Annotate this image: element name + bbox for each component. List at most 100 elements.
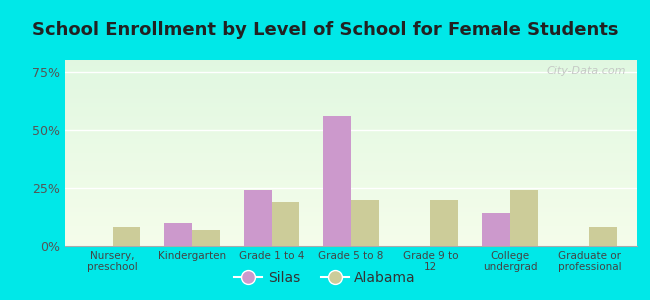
Bar	[65, 238, 637, 239]
Bar	[65, 181, 637, 182]
Bar	[65, 80, 637, 81]
Bar	[65, 146, 637, 147]
Bar	[65, 218, 637, 219]
Bar	[65, 85, 637, 86]
Bar	[65, 241, 637, 242]
Bar	[65, 62, 637, 63]
Bar	[65, 194, 637, 195]
Bar	[65, 160, 637, 161]
Bar	[65, 117, 637, 118]
Bar	[65, 139, 637, 140]
Bar	[65, 99, 637, 100]
Bar	[65, 70, 637, 71]
Bar	[65, 112, 637, 113]
Bar	[65, 189, 637, 190]
Bar	[65, 238, 637, 239]
Bar	[65, 141, 637, 142]
Bar	[65, 61, 637, 62]
Bar	[65, 219, 637, 220]
Bar	[65, 166, 637, 167]
Bar	[65, 159, 637, 160]
Bar	[65, 116, 637, 117]
Bar	[65, 169, 637, 170]
Bar	[65, 64, 637, 66]
Bar	[65, 122, 637, 123]
Bar	[65, 215, 637, 216]
Bar	[65, 137, 637, 138]
Bar	[65, 156, 637, 157]
Bar	[65, 78, 637, 79]
Bar	[65, 144, 637, 145]
Bar	[65, 97, 637, 98]
Bar	[65, 138, 637, 139]
Bar	[65, 66, 637, 67]
Bar	[65, 135, 637, 136]
Bar	[65, 84, 637, 85]
Bar	[65, 202, 637, 203]
Bar	[65, 126, 637, 127]
Bar	[65, 133, 637, 134]
Bar	[65, 239, 637, 240]
Bar	[65, 134, 637, 135]
Bar	[65, 148, 637, 149]
Bar	[65, 235, 637, 236]
Bar	[65, 232, 637, 233]
Bar	[65, 104, 637, 105]
Bar	[65, 118, 637, 119]
Bar	[192, 230, 220, 246]
Text: City-Data.com: City-Data.com	[546, 66, 625, 76]
Bar	[65, 206, 637, 207]
Bar	[65, 103, 637, 104]
Bar	[65, 221, 637, 222]
Bar	[65, 178, 637, 179]
Bar	[65, 231, 637, 232]
Bar	[65, 110, 637, 111]
Bar	[65, 92, 637, 94]
Bar	[65, 225, 637, 226]
Bar	[65, 240, 637, 241]
Bar	[65, 243, 637, 244]
Bar	[65, 72, 637, 73]
Bar	[65, 128, 637, 129]
Bar	[65, 165, 637, 166]
Bar	[65, 150, 637, 151]
Bar	[65, 111, 637, 112]
Bar	[65, 87, 637, 88]
Bar	[65, 180, 637, 181]
Bar	[65, 192, 637, 193]
Bar	[65, 160, 637, 161]
Bar	[65, 177, 637, 178]
Bar	[65, 184, 637, 185]
Bar	[482, 214, 510, 246]
Bar	[65, 115, 637, 116]
Bar	[65, 145, 637, 146]
Bar	[65, 119, 637, 120]
Bar	[65, 190, 637, 191]
Bar	[65, 76, 637, 77]
Bar	[65, 187, 637, 188]
Bar	[244, 190, 272, 246]
Bar	[65, 195, 637, 196]
Bar	[65, 237, 637, 238]
Bar	[65, 193, 637, 194]
Bar	[65, 75, 637, 76]
Bar	[112, 227, 140, 246]
Bar	[65, 214, 637, 215]
Bar	[65, 125, 637, 126]
Bar	[65, 168, 637, 169]
Bar	[65, 101, 637, 102]
Bar	[65, 109, 637, 110]
Bar	[65, 113, 637, 114]
Bar	[65, 226, 637, 227]
Bar	[65, 217, 637, 218]
Bar	[65, 69, 637, 70]
Bar	[65, 63, 637, 64]
Bar	[65, 96, 637, 97]
Bar	[65, 81, 637, 82]
Bar	[65, 161, 637, 162]
Bar	[65, 79, 637, 80]
Bar	[65, 204, 637, 205]
Bar	[65, 71, 637, 72]
Bar	[65, 100, 637, 101]
Bar	[65, 153, 637, 154]
